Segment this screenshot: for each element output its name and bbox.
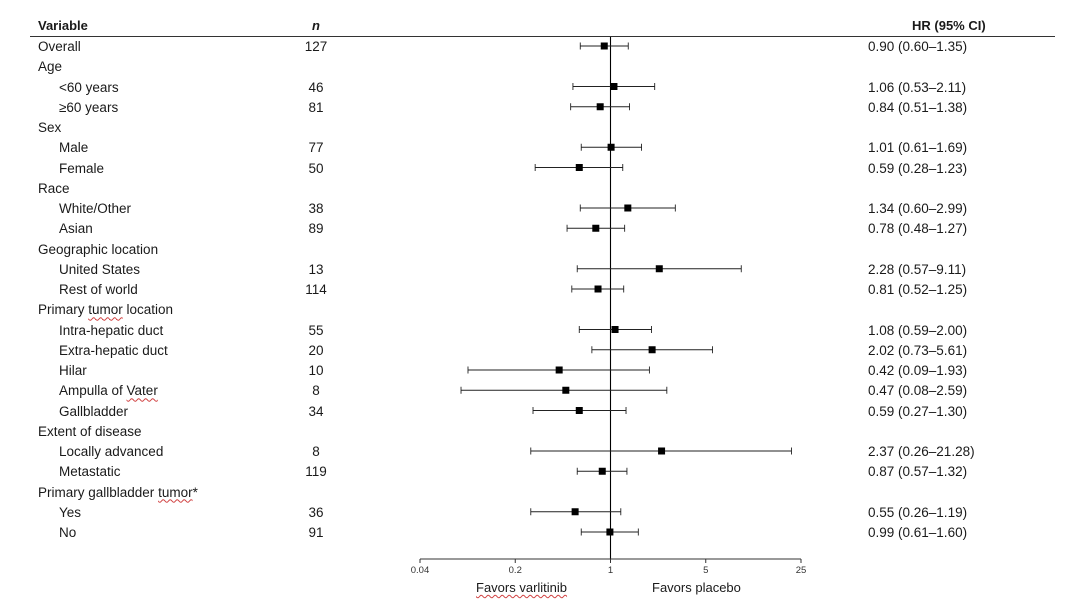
hr-point — [555, 366, 563, 374]
row-n: 119 — [305, 464, 327, 480]
row-n: 55 — [308, 322, 324, 338]
row-n: 114 — [305, 282, 327, 297]
row-label: Metastatic — [59, 464, 121, 480]
x-tick-label: 0.04 — [411, 565, 430, 576]
hr-point — [596, 103, 604, 111]
row-n: 77 — [308, 140, 324, 156]
row-hr-ci: 2.28 (0.57–9.11) — [868, 261, 967, 277]
row-hr-ci: 0.90 (0.60–1.35) — [868, 39, 968, 54]
row-n: 8 — [312, 383, 320, 399]
row-label: Hilar — [59, 363, 87, 378]
row-label: Primary gallbladder tumor* — [38, 484, 198, 500]
row-n: 91 — [308, 525, 324, 540]
favors-placebo-label: Favors placebo — [652, 580, 741, 595]
row-n: 46 — [308, 79, 324, 95]
row-label: Ampulla of Vater — [59, 383, 158, 399]
row-hr-ci: 0.87 (0.57–1.32) — [868, 464, 968, 480]
row-n: 34 — [308, 403, 324, 419]
hr-point — [575, 164, 583, 171]
row-n: 8 — [312, 444, 320, 459]
favors-left-text: Favors varlitinib — [476, 580, 568, 595]
hr-point — [571, 508, 579, 516]
favors-right-text: Favors placebo — [652, 580, 741, 595]
row-label: Locally advanced — [59, 444, 164, 459]
row-label: Rest of world — [59, 282, 138, 297]
row-label: Female — [59, 160, 105, 176]
row-label: United States — [59, 261, 141, 277]
row-hr-ci: 2.02 (0.73–5.61) — [868, 342, 968, 358]
hr-point — [600, 42, 608, 50]
hr-point — [562, 386, 570, 394]
row-hr-ci: 2.37 (0.26–21.28) — [868, 444, 975, 459]
hr-point — [606, 528, 614, 536]
hr-point — [648, 346, 656, 354]
header-rule — [30, 36, 1055, 37]
row-label: Extra-hepatic duct — [59, 342, 168, 358]
hr-point — [610, 83, 618, 90]
hr-point — [598, 467, 606, 475]
row-hr-ci: 1.06 (0.53–2.11) — [868, 79, 967, 95]
row-n: 50 — [308, 160, 324, 176]
row-n: 13 — [308, 261, 324, 277]
row-label: Primary tumor location — [38, 302, 174, 318]
row-label: Race — [38, 180, 70, 196]
row-label: Asian — [59, 221, 93, 237]
x-tick-label: 5 — [703, 565, 708, 576]
row-n: 38 — [308, 201, 324, 216]
row-hr-ci: 0.47 (0.08–2.59) — [868, 383, 968, 399]
row-label: White/Other — [59, 201, 132, 216]
hr-point — [592, 224, 600, 232]
hr-point — [655, 265, 663, 273]
row-label: ≥60 years — [59, 99, 119, 115]
row-label: Age — [38, 59, 63, 75]
x-tick-label: 1 — [608, 565, 613, 576]
x-tick-label: 0.2 — [509, 565, 522, 576]
hr-point — [575, 407, 583, 414]
x-tick-label: 25 — [796, 565, 807, 576]
variable-header: Variable — [38, 18, 88, 33]
row-hr-ci: 0.78 (0.48–1.27) — [868, 221, 968, 237]
hr-point — [658, 447, 666, 455]
favors-varlitinib-label: Favors varlitinib — [476, 580, 567, 595]
row-hr-ci: 1.34 (0.60–2.99) — [868, 201, 968, 216]
hr-point — [594, 285, 602, 293]
hr-point — [624, 204, 632, 212]
row-label: Gallbladder — [59, 403, 129, 419]
hr-header: HR (95% CI) — [912, 18, 986, 33]
hr-point — [607, 143, 615, 151]
row-label: <60 years — [59, 79, 119, 95]
row-label: Geographic location — [38, 241, 159, 257]
row-hr-ci: 0.55 (0.26–1.19) — [868, 504, 968, 520]
row-label: Extent of disease — [38, 423, 142, 439]
row-label: Overall — [38, 39, 81, 54]
row-hr-ci: 0.81 (0.52–1.25) — [868, 282, 968, 297]
row-hr-ci: 0.99 (0.61–1.60) — [868, 525, 968, 540]
row-label: No — [59, 525, 77, 540]
row-label: Male — [59, 140, 89, 156]
row-label: Sex — [38, 120, 62, 135]
row-n: 20 — [308, 342, 324, 358]
row-hr-ci: 1.01 (0.61–1.69) — [868, 140, 968, 156]
n-header: n — [312, 18, 320, 33]
row-n: 36 — [308, 504, 324, 520]
row-n: 10 — [308, 363, 324, 378]
row-n: 89 — [308, 221, 324, 237]
hr-point — [611, 326, 619, 333]
row-hr-ci: 0.42 (0.09–1.93) — [868, 363, 968, 378]
row-hr-ci: 0.84 (0.51–1.38) — [868, 99, 968, 115]
row-label: Yes — [59, 504, 82, 520]
row-hr-ci: 0.59 (0.28–1.23) — [868, 160, 968, 176]
row-label: Intra-hepatic duct — [59, 322, 164, 338]
row-hr-ci: 0.59 (0.27–1.30) — [868, 403, 968, 419]
row-hr-ci: 1.08 (0.59–2.00) — [868, 322, 968, 338]
row-n: 127 — [304, 39, 328, 54]
row-n: 81 — [308, 99, 324, 115]
